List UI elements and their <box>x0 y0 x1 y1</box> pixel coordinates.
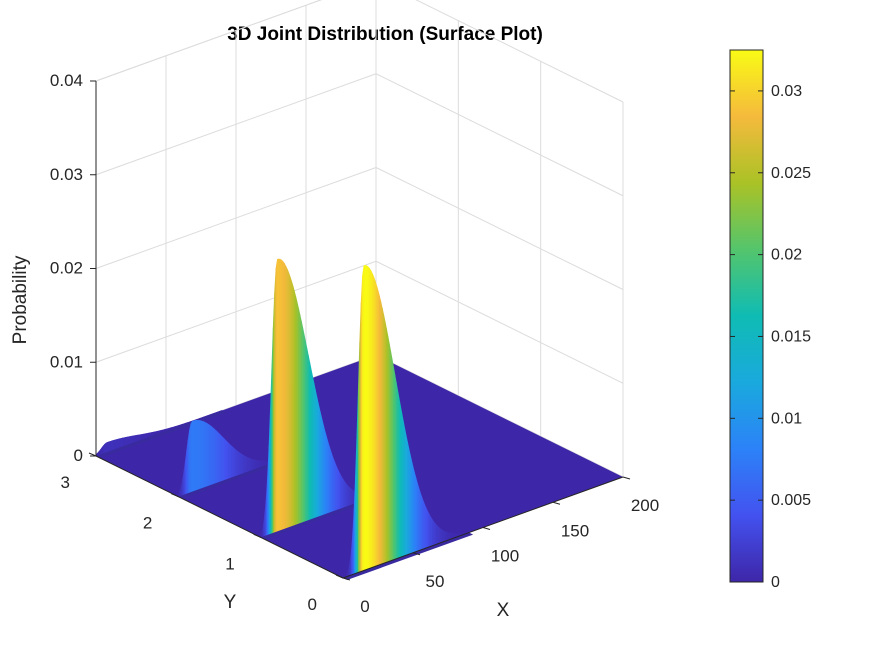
x-tick-label: 200 <box>631 496 659 515</box>
grid-line <box>375 73 624 197</box>
colorbar: 0 0.005 0.01 0.015 0.02 0.025 0.03 <box>729 49 811 591</box>
x-tick <box>342 577 351 581</box>
colorbar-tick-label: 0.02 <box>771 247 802 264</box>
surface-peaks <box>95 258 474 581</box>
grid-line <box>375 260 624 384</box>
y-tick-label: 0 <box>308 595 317 614</box>
y-axis-label: Y <box>224 592 237 613</box>
z-tick-label: 0.01 <box>50 352 83 371</box>
y-tick-label: 1 <box>225 554 234 573</box>
grid-line <box>415 0 624 103</box>
x-tick <box>482 527 491 530</box>
y-tick <box>253 533 261 538</box>
colorbar-tick-label: 0.01 <box>771 410 802 427</box>
colorbar-tick-label: 0 <box>771 574 780 591</box>
y-axis-line <box>95 455 344 579</box>
colorbar-ticks: 0 0.005 0.01 0.015 0.02 0.025 0.03 <box>730 83 811 591</box>
grid-line <box>95 0 323 82</box>
x-tick <box>552 501 561 505</box>
y-tick-label: 2 <box>143 514 152 533</box>
z-axis-label: Probability <box>10 255 31 344</box>
y-tick <box>335 574 344 579</box>
surface-shade <box>343 532 474 581</box>
colorbar-tick-label: 0.005 <box>771 492 811 509</box>
z-tick-label: 0 <box>74 446 83 465</box>
x-axis-label: X <box>497 600 510 621</box>
x-tick <box>622 476 631 480</box>
chart-title: 3D Joint Distribution (Surface Plot) <box>227 24 543 45</box>
colorbar-tick-label: 0.03 <box>771 83 802 100</box>
x-tick-label: 100 <box>491 547 519 566</box>
grid-line <box>375 167 624 290</box>
y-tick-label: 3 <box>61 473 70 492</box>
x-tick-label: 0 <box>360 597 369 616</box>
colorbar-tick-label: 0.025 <box>771 165 811 182</box>
y-tick <box>171 493 179 498</box>
x-tick-label: 50 <box>426 572 445 591</box>
z-tick-label: 0.02 <box>50 259 83 278</box>
colorbar-bar <box>729 49 764 583</box>
z-tick-label: 0.04 <box>50 71 83 90</box>
z-tick-label: 0.03 <box>50 165 83 184</box>
x-tick-label: 150 <box>561 521 589 540</box>
colorbar-tick-label: 0.015 <box>771 328 811 345</box>
x-tick <box>412 552 421 556</box>
